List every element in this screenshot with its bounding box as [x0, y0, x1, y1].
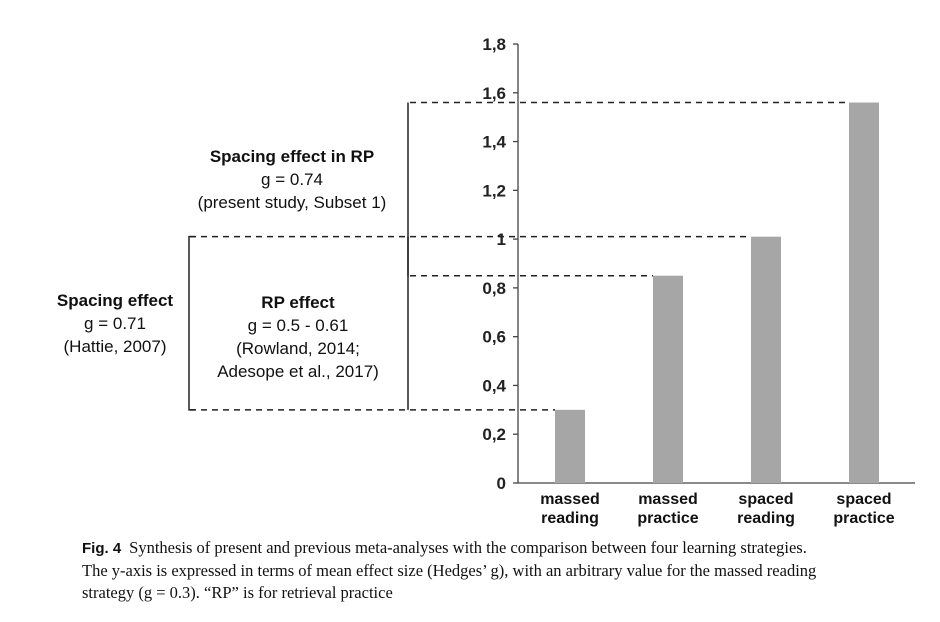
bar — [849, 102, 879, 484]
x-tick-label: reading — [737, 510, 795, 527]
x-tick-label: massed — [638, 491, 698, 508]
bar-chart: 0 0,2 0,4 0,6 0,8 1 1,2 1,4 1,6 1,8 massed reading… — [57, 35, 915, 527]
annotations: Spacing effect in RP g = 0.74 (present stu… — [57, 102, 409, 411]
reference-lines — [190, 101, 849, 411]
y-tick-label: 1,2 — [482, 181, 506, 200]
y-tick-label: 0,4 — [482, 376, 506, 395]
y-tick-label: 1 — [497, 230, 506, 249]
y-axis: 0 0,2 0,4 0,6 0,8 1 1,2 1,4 1,6 1,8 — [482, 35, 915, 493]
y-tick-label: 1,8 — [482, 35, 506, 54]
x-tick-label: massed — [540, 491, 600, 508]
annotation-text: Adesope et al., 2017) — [217, 362, 379, 381]
x-axis-labels: massed reading massed practice spaced reading… — [540, 491, 895, 527]
annotation-text: g = 0.5 - 0.61 — [248, 316, 349, 335]
annotation-text: g = 0.71 — [84, 314, 146, 333]
annotation-text: (Hattie, 2007) — [64, 337, 167, 356]
bar — [555, 409, 585, 483]
annotation-title: Spacing effect — [57, 291, 174, 310]
caption-text-1: Synthesis of present and previous meta-a… — [129, 538, 807, 557]
bar — [751, 236, 781, 483]
annotation-text: g = 0.74 — [261, 170, 323, 189]
y-tick-label: 0,6 — [482, 328, 506, 347]
caption-line-3: strategy (g = 0.3). “RP” is for retrieva… — [82, 583, 393, 602]
y-tick-label: 0,2 — [482, 425, 506, 444]
y-tick-label: 0,8 — [482, 279, 506, 298]
figure-caption: Fig. 4 Synthesis of present and previous … — [82, 537, 922, 604]
bar — [653, 275, 683, 483]
annotation-text: (present study, Subset 1) — [198, 193, 387, 212]
y-tick-label: 1,4 — [482, 133, 506, 152]
y-tick-label: 1,6 — [482, 84, 506, 103]
caption-label: Fig. 4 — [82, 540, 122, 557]
y-tick-label: 0 — [497, 474, 506, 493]
caption-line-2: The y-axis is expressed in terms of mean… — [82, 561, 817, 580]
annotation-title: Spacing effect in RP — [210, 147, 374, 166]
annotation-title: RP effect — [261, 293, 335, 312]
x-tick-label: spaced — [738, 491, 793, 508]
x-tick-label: reading — [541, 510, 599, 527]
bracket — [188, 235, 195, 411]
x-tick-label: spaced — [836, 491, 891, 508]
caption-line-1: Fig. 4 Synthesis of present and previous … — [82, 537, 922, 560]
bars — [555, 102, 879, 484]
x-tick-label: practice — [833, 510, 894, 527]
annotation-text: (Rowland, 2014; — [236, 339, 360, 358]
x-tick-label: practice — [637, 510, 698, 527]
